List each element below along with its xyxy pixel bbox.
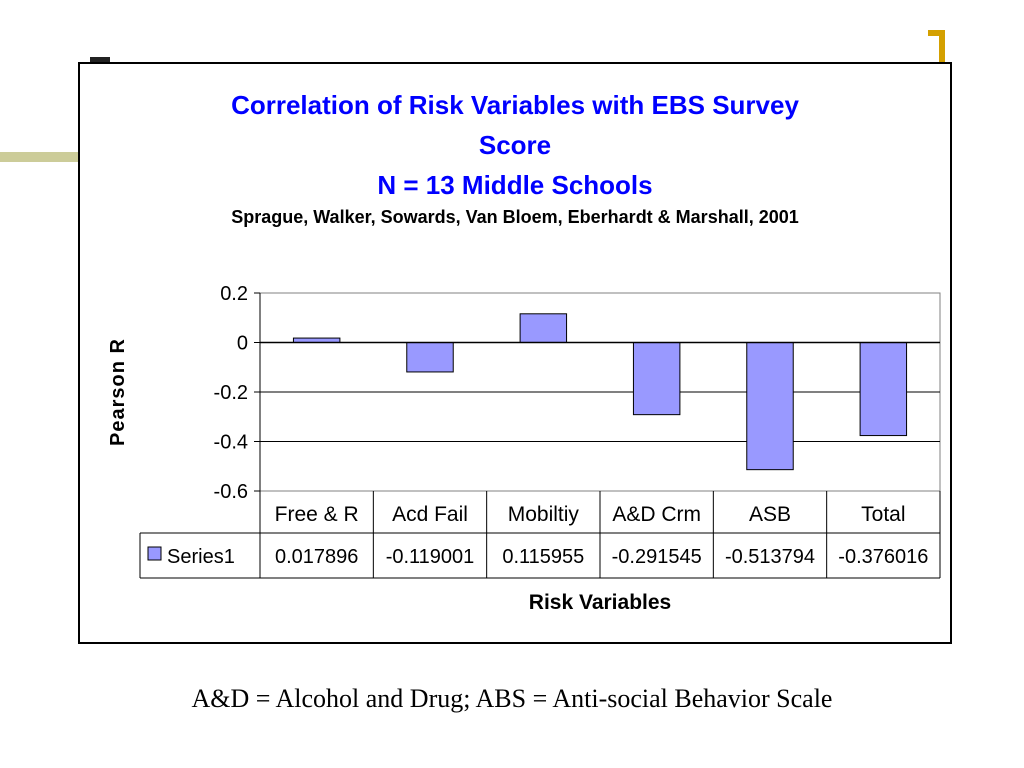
category-label: A&D Crm: [612, 503, 701, 526]
y-tick-label: -0.2: [214, 382, 248, 404]
footnote: A&D = Alcohol and Drug; ABS = Anti-socia…: [191, 684, 833, 713]
legend-swatch: [147, 546, 162, 561]
bar-5: [746, 342, 794, 471]
data-value-label: -0.513794: [725, 546, 815, 568]
data-value-label: 0.017896: [275, 546, 358, 568]
category-label: Mobiltiy: [508, 503, 580, 526]
category-label: ASB: [749, 503, 791, 526]
bar-3: [519, 313, 568, 343]
category-label: Free & R: [275, 503, 359, 526]
y-tick-label: -0.6: [214, 481, 248, 503]
data-value-label: 0.115955: [502, 546, 584, 568]
chart-plot: 0.2 0 -0.2 -0.4 -0.6 Free & R 0.017896 Acd Fail…: [107, 283, 941, 614]
data-value-label: -0.376016: [838, 546, 928, 568]
bar-6: [859, 342, 908, 437]
y-tick-label: 0: [237, 333, 248, 355]
category-label: Acd Fail: [392, 503, 468, 526]
y-tick-label: -0.4: [214, 432, 248, 454]
decorative-olive-bar: [0, 152, 80, 162]
x-axis-title: Risk Variables: [529, 591, 671, 614]
chart-subtitle: Sprague, Walker, Sowards, Van Bloem, Ebe…: [231, 207, 799, 227]
category-label: Total: [861, 503, 905, 526]
chart-frame: Correlation of Risk Variables with EBS S…: [78, 62, 952, 644]
chart-title-line-1: Correlation of Risk Variables with EBS S…: [231, 90, 799, 120]
chart-title-line-3: N = 13 Middle Schools: [377, 170, 653, 200]
data-value-label: -0.291545: [612, 546, 702, 568]
decorative-dark-mark: [90, 57, 110, 63]
bar-2: [406, 342, 454, 373]
data-value-label: -0.119001: [386, 546, 475, 568]
bar-4: [632, 342, 681, 416]
legend-series-name: Series1: [167, 546, 235, 568]
y-axis-title: Pearson R: [107, 338, 129, 446]
chart-title-line-2: Score: [478, 130, 552, 160]
y-tick-label: 0.2: [220, 283, 248, 305]
